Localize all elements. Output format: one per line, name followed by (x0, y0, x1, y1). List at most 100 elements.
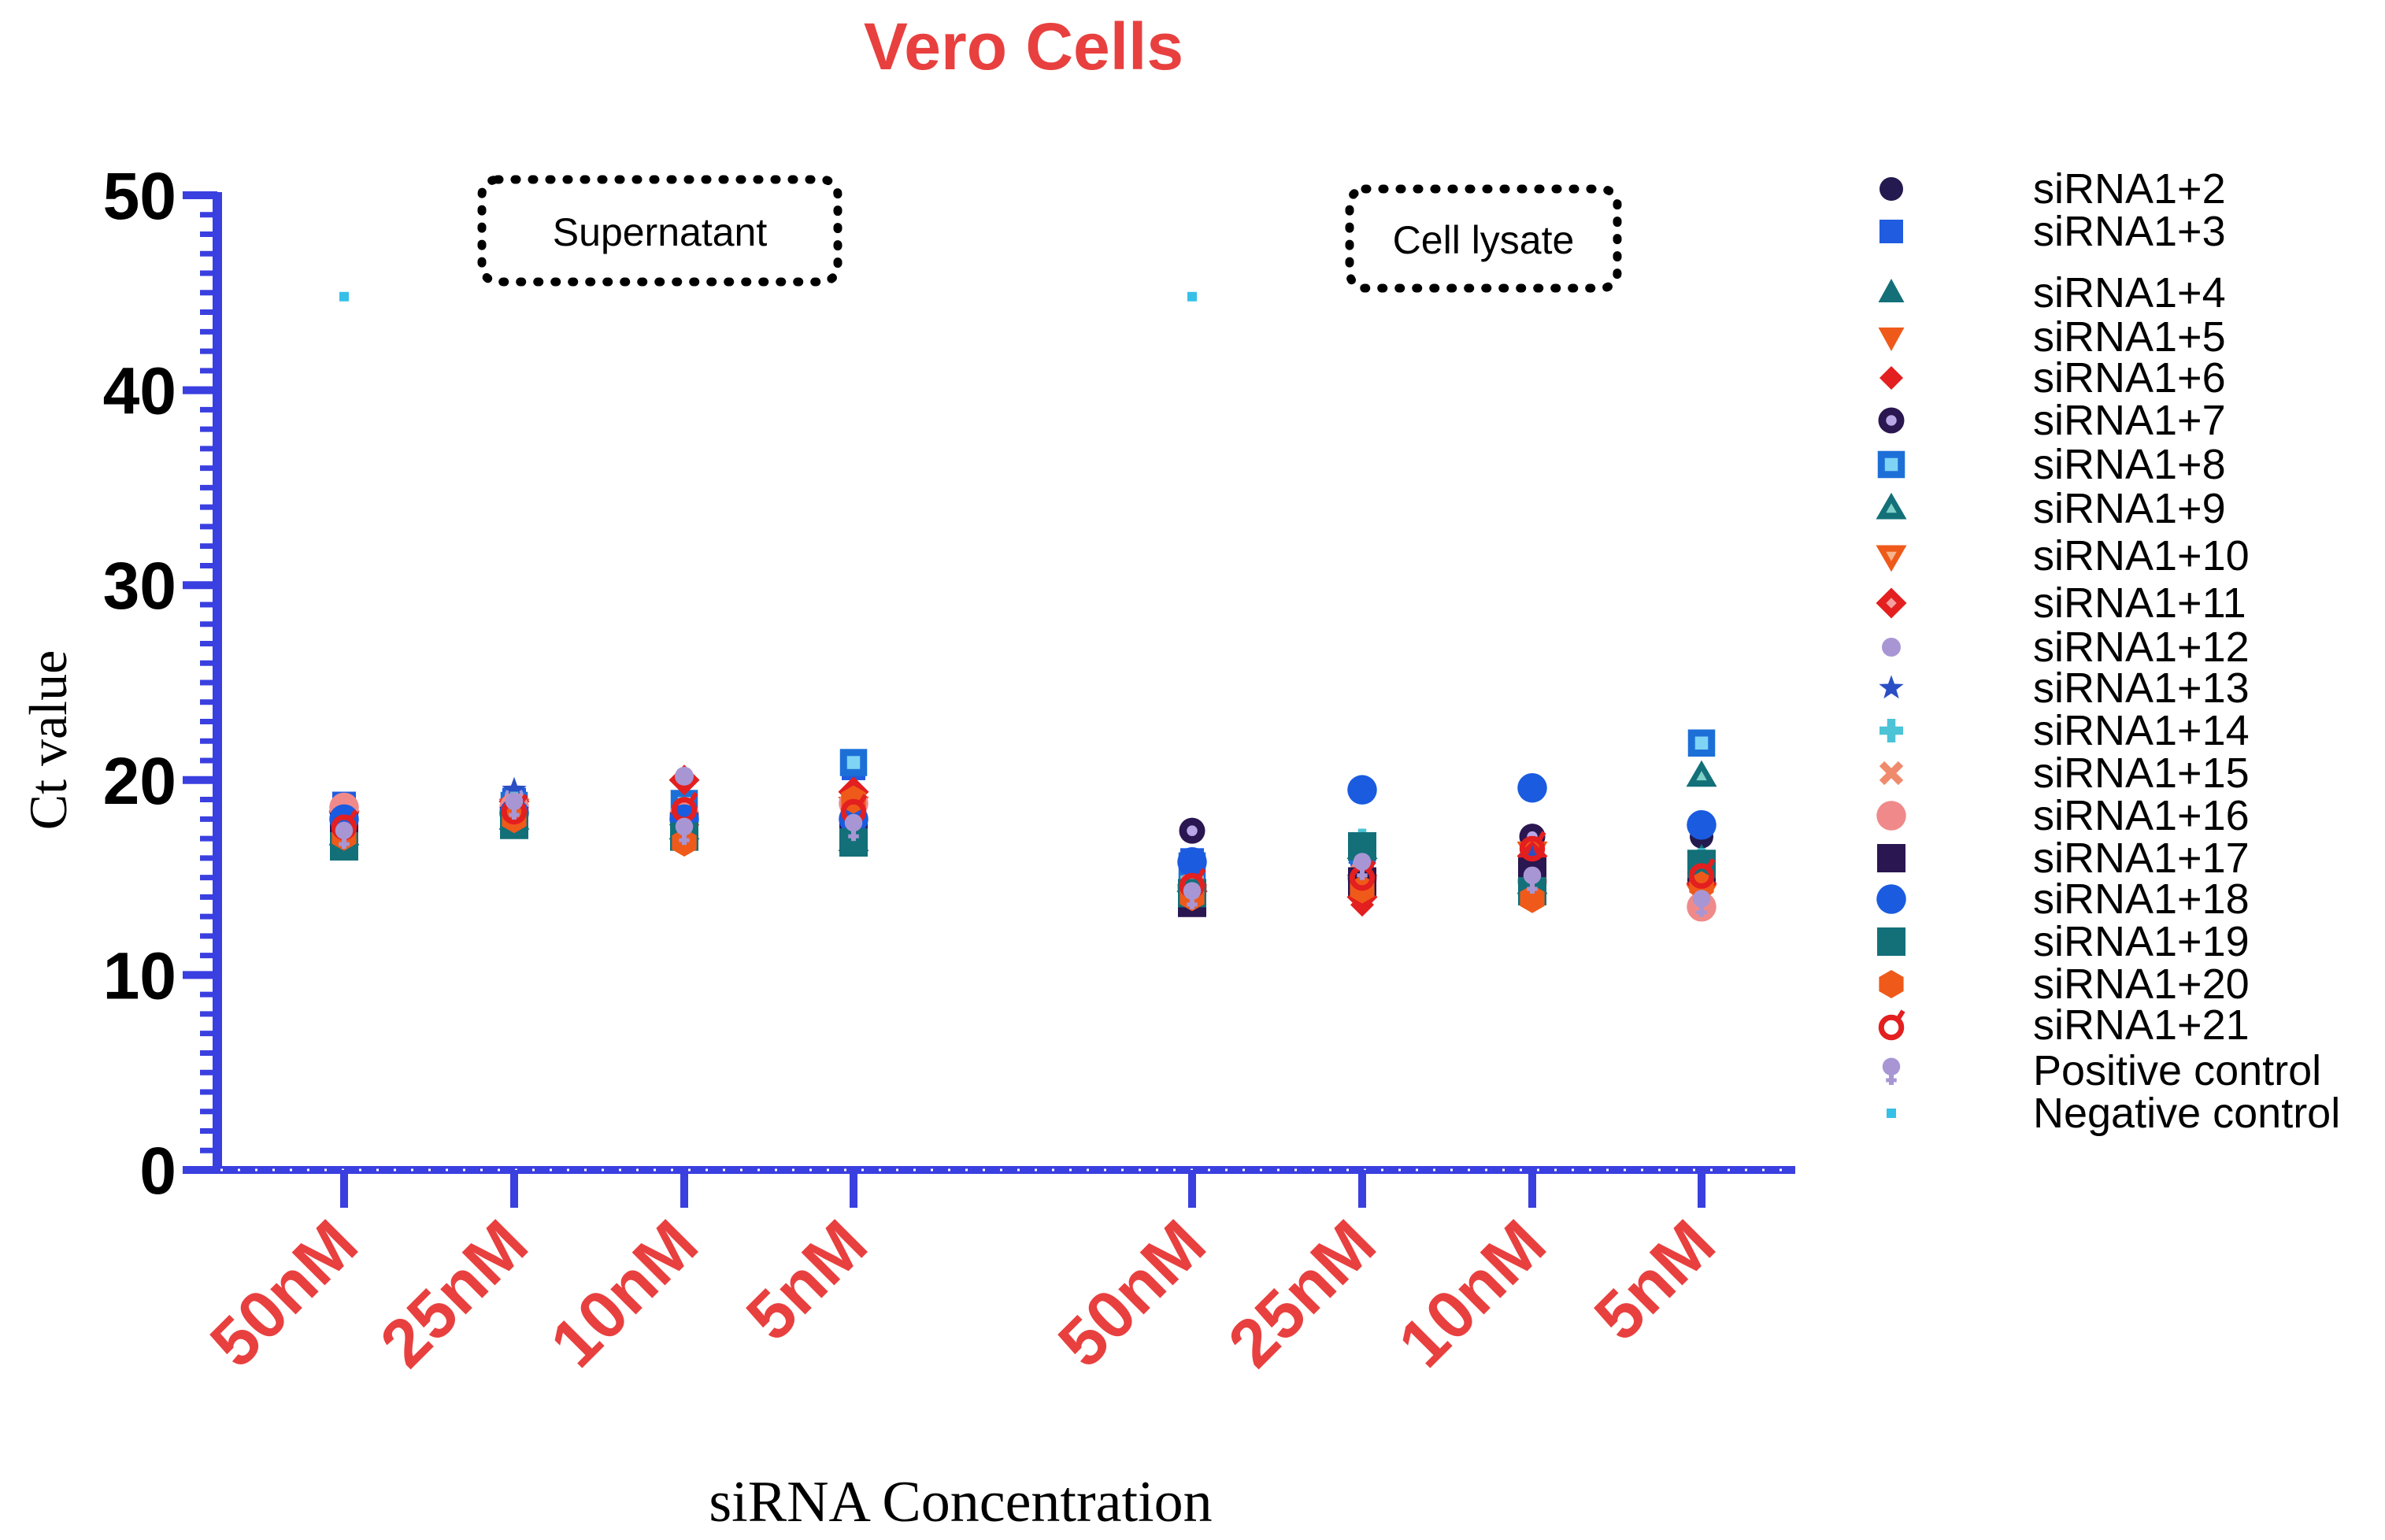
legend-marker-sirna1-12 (1882, 638, 1901, 657)
legend-marker-sirna1-6 (1879, 366, 1903, 390)
x-ticks (340, 1170, 1705, 1208)
legend-item-sirna1-14: siRNA1+14 (1879, 707, 2250, 754)
legend-label-sirna1-13: siRNA1+13 (2033, 664, 2250, 712)
data-point-sirna1-12-3 (675, 766, 694, 786)
legend-marker-sirna1-21 (1878, 1009, 1905, 1041)
y-tick-label: 0 (139, 1134, 176, 1208)
legend-item-sirna1-19: siRNA1+19 (1877, 918, 2250, 965)
group-label-cell-lysate: Cell lysate (1393, 218, 1575, 262)
legend-label-sirna1-21: siRNA1+21 (2033, 1001, 2250, 1049)
legend-marker-sirna1-8 (1877, 450, 1905, 479)
legend-item-sirna1-21: siRNA1+21 (1878, 1001, 2250, 1049)
legend-label-sirna1-10: siRNA1+10 (2033, 532, 2250, 579)
data-points (328, 291, 1717, 922)
data-point-sirna1-8-8 (1687, 729, 1716, 757)
group-box-cell-lysate-frame (1345, 184, 1622, 293)
y-axis-label: Ct value (18, 650, 78, 831)
legend-item-sirna1-10: siRNA1+10 (1876, 532, 2250, 579)
legend-item-sirna1-8: siRNA1+8 (1877, 441, 2226, 488)
legend-item-sirna1-20: siRNA1+20 (1879, 961, 2250, 1008)
legend-item-sirna1-18: siRNA1+18 (1876, 876, 2250, 923)
x-axis-group (213, 1166, 1795, 1208)
legend-item-sirna1-11: siRNA1+11 (1876, 579, 2246, 627)
legend-marker-positive-control (1882, 1057, 1901, 1085)
y-tick-label: 40 (103, 354, 176, 428)
legend-label-positive-control: Positive control (2033, 1047, 2321, 1094)
legend-label-sirna1-9: siRNA1+9 (2033, 485, 2226, 532)
category-label-supernatant-10nm: 10nM (536, 1206, 712, 1382)
legend-label-sirna1-14: siRNA1+14 (2033, 707, 2250, 754)
y-tick-label: 50 (103, 159, 176, 233)
legend-item-sirna1-7: siRNA1+7 (1878, 397, 2226, 444)
data-point-positive-control-2 (505, 792, 524, 820)
legend-marker-sirna1-11 (1876, 587, 1907, 619)
legend-item-sirna1-16: siRNA1+16 (1876, 792, 2250, 839)
data-point-positive-control-3 (675, 817, 694, 846)
data-point-sirna1-18-5 (1177, 847, 1207, 877)
legend-marker-sirna1-9 (1876, 492, 1907, 520)
legend-label-sirna1-7: siRNA1+7 (2033, 397, 2226, 444)
group-label-supernatant: Supernatant (553, 210, 768, 254)
category-label-supernatant-50nm: 50nM (196, 1206, 372, 1382)
legend-item-sirna1-17: siRNA1+17 (1877, 835, 2250, 882)
data-point-sirna1-18-7 (1517, 772, 1547, 803)
data-point-sirna1-20-7 (1520, 884, 1545, 913)
legend-marker-sirna1-16 (1876, 801, 1906, 831)
legend-label-sirna1-12: siRNA1+12 (2033, 624, 2250, 671)
legend-label-sirna1-17: siRNA1+17 (2033, 835, 2250, 882)
legend-label-sirna1-5: siRNA1+5 (2033, 313, 2226, 361)
data-point-negative-control-1 (339, 291, 349, 302)
legend-item-sirna1-4: siRNA1+4 (1878, 269, 2226, 317)
data-point-sirna1-21-8 (1688, 858, 1716, 889)
data-point-positive-control-1 (335, 821, 354, 850)
data-point-sirna1-13-2 (502, 776, 527, 801)
legend-label-sirna1-8: siRNA1+8 (2033, 441, 2226, 488)
data-point-sirna1-7-5 (1179, 817, 1205, 844)
legend-item-sirna1-5: siRNA1+5 (1878, 313, 2226, 361)
legend-label-sirna1-6: siRNA1+6 (2033, 354, 2226, 402)
category-label-supernatant-5nm: 5nM (732, 1206, 882, 1356)
data-point-positive-control-5 (1183, 882, 1202, 909)
legend-label-sirna1-4: siRNA1+4 (2033, 269, 2226, 317)
legend-item-positive-control: Positive control (1882, 1047, 2321, 1094)
data-point-sirna1-8-4 (839, 749, 868, 776)
legend-item-sirna1-2: siRNA1+2 (1879, 165, 2226, 213)
legend-label-negative-control: Negative control (2033, 1090, 2340, 1137)
legend-label-sirna1-16: siRNA1+16 (2033, 792, 2250, 839)
legend-marker-sirna1-18 (1876, 884, 1906, 914)
group-box-supernatant: Supernatant (477, 175, 843, 287)
data-point-positive-control-4 (844, 813, 863, 842)
legend-item-sirna1-13: siRNA1+13 (1879, 664, 2250, 712)
data-point-positive-control-7 (1523, 866, 1542, 894)
legend-marker-sirna1-14 (1879, 719, 1903, 742)
group-box-supernatant-frame (477, 175, 843, 287)
category-label-cell-lysate-5nm: 5nM (1580, 1206, 1730, 1356)
data-point-sirna1-18-6 (1347, 775, 1377, 805)
data-point-positive-control-6 (1353, 853, 1372, 880)
legend-label-sirna1-15: siRNA1+15 (2033, 750, 2250, 797)
legend-item-sirna1-12: siRNA1+12 (1882, 624, 2250, 671)
legend-item-sirna1-6: siRNA1+6 (1879, 354, 2226, 402)
legend-marker-sirna1-2 (1879, 177, 1903, 201)
legend-marker-sirna1-13 (1879, 675, 1904, 699)
legend-marker-sirna1-17 (1877, 844, 1905, 872)
y-tick-label: 30 (103, 549, 176, 623)
y-minor-ticks (200, 212, 217, 1153)
legend-label-sirna1-18: siRNA1+18 (2033, 876, 2250, 923)
data-point-negative-control-5 (1187, 291, 1197, 302)
legend-label-sirna1-2: siRNA1+2 (2033, 165, 2226, 213)
data-point-sirna1-21-7 (1519, 831, 1546, 862)
y-axis-group: 0 10 20 30 40 50 (103, 159, 222, 1208)
legend-marker-sirna1-4 (1878, 279, 1905, 302)
legend-marker-sirna1-5 (1878, 328, 1905, 351)
category-label-cell-lysate-50nm: 50nM (1044, 1206, 1220, 1382)
legend-label-sirna1-3: siRNA1+3 (2033, 208, 2226, 255)
y-tick-label: 20 (103, 744, 176, 818)
legend-marker-sirna1-15 (1879, 761, 1904, 786)
legend-item-sirna1-9: siRNA1+9 (1876, 485, 2226, 532)
data-point-positive-control-8 (1692, 890, 1711, 917)
group-box-cell-lysate: Cell lysate (1345, 184, 1622, 293)
legend-item-sirna1-3: siRNA1+3 (1879, 208, 2226, 255)
